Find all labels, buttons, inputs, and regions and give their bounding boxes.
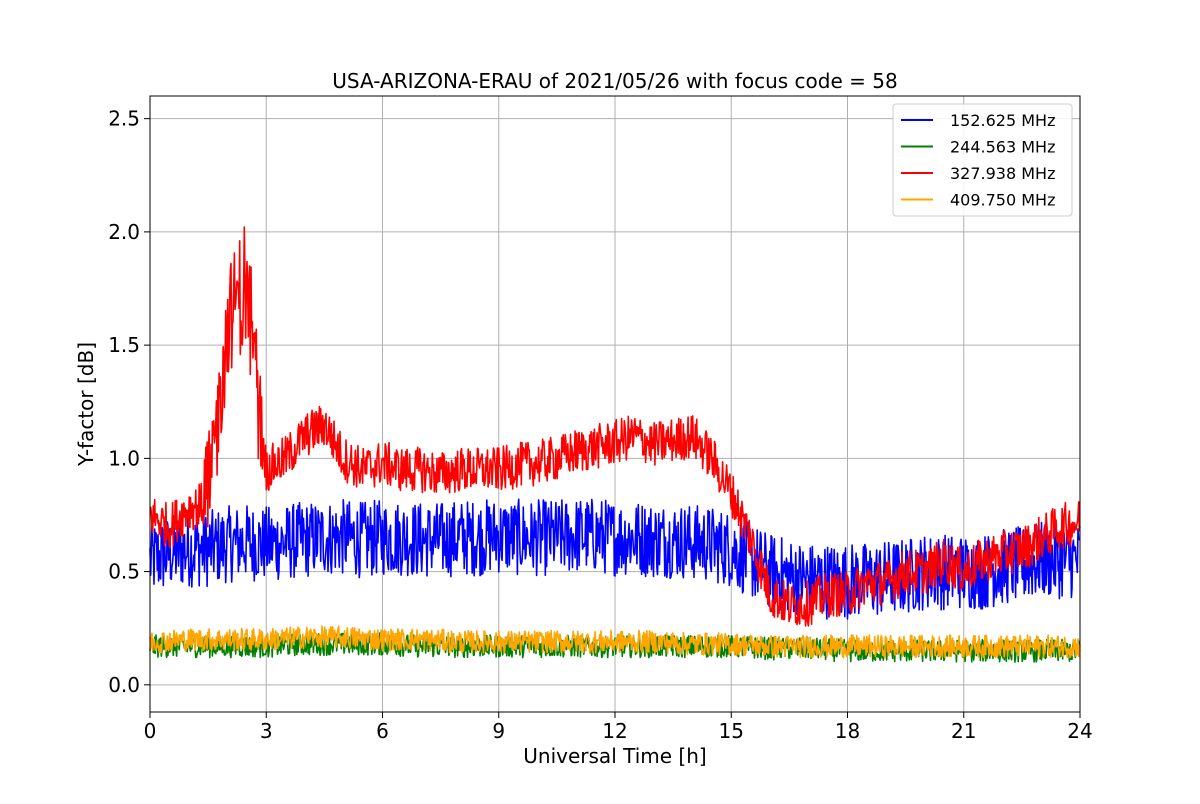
x-tick-label: 18 (835, 719, 860, 743)
series-line (149, 498, 1081, 620)
y-axis: 0.0 0.5 1.0 1.5 2.0 2.5 (108, 107, 150, 697)
y-axis-label: Y-factor [dB] (74, 342, 98, 467)
x-tick-label: 0 (144, 719, 157, 743)
chart-title: USA-ARIZONA-ERAU of 2021/05/26 with focu… (332, 69, 897, 93)
y-tick-label: 1.0 (108, 446, 140, 470)
series-line (149, 625, 1081, 659)
x-tick-label: 21 (951, 719, 976, 743)
y-tick-label: 1.5 (108, 333, 140, 357)
y-tick-label: 0.5 (108, 560, 140, 584)
series-line (149, 226, 1081, 627)
legend-label: 409.750 MHz (950, 191, 1055, 210)
x-tick-label: 6 (376, 719, 389, 743)
y-tick-label: 0.0 (108, 673, 140, 697)
y-tick-label: 2.0 (108, 220, 140, 244)
legend-label: 327.938 MHz (950, 164, 1055, 183)
legend-box (892, 103, 1073, 217)
series-layer (149, 226, 1081, 663)
x-tick-label: 12 (602, 719, 627, 743)
series-line (149, 632, 1081, 663)
x-tick-label: 3 (260, 719, 273, 743)
y-tick-label: 2.5 (108, 107, 140, 131)
x-axis-label: Universal Time [h] (523, 744, 706, 768)
x-tick-label: 24 (1067, 719, 1092, 743)
x-tick-label: 15 (719, 719, 744, 743)
legend: 152.625 MHz 244.563 MHz 327.938 MHz 409.750… (892, 103, 1073, 217)
x-tick-label: 9 (492, 719, 505, 743)
legend-label: 152.625 MHz (950, 111, 1055, 130)
legend-label: 244.563 MHz (950, 138, 1055, 157)
x-axis: 0 3 6 9 12 15 18 21 24 (144, 712, 1093, 743)
